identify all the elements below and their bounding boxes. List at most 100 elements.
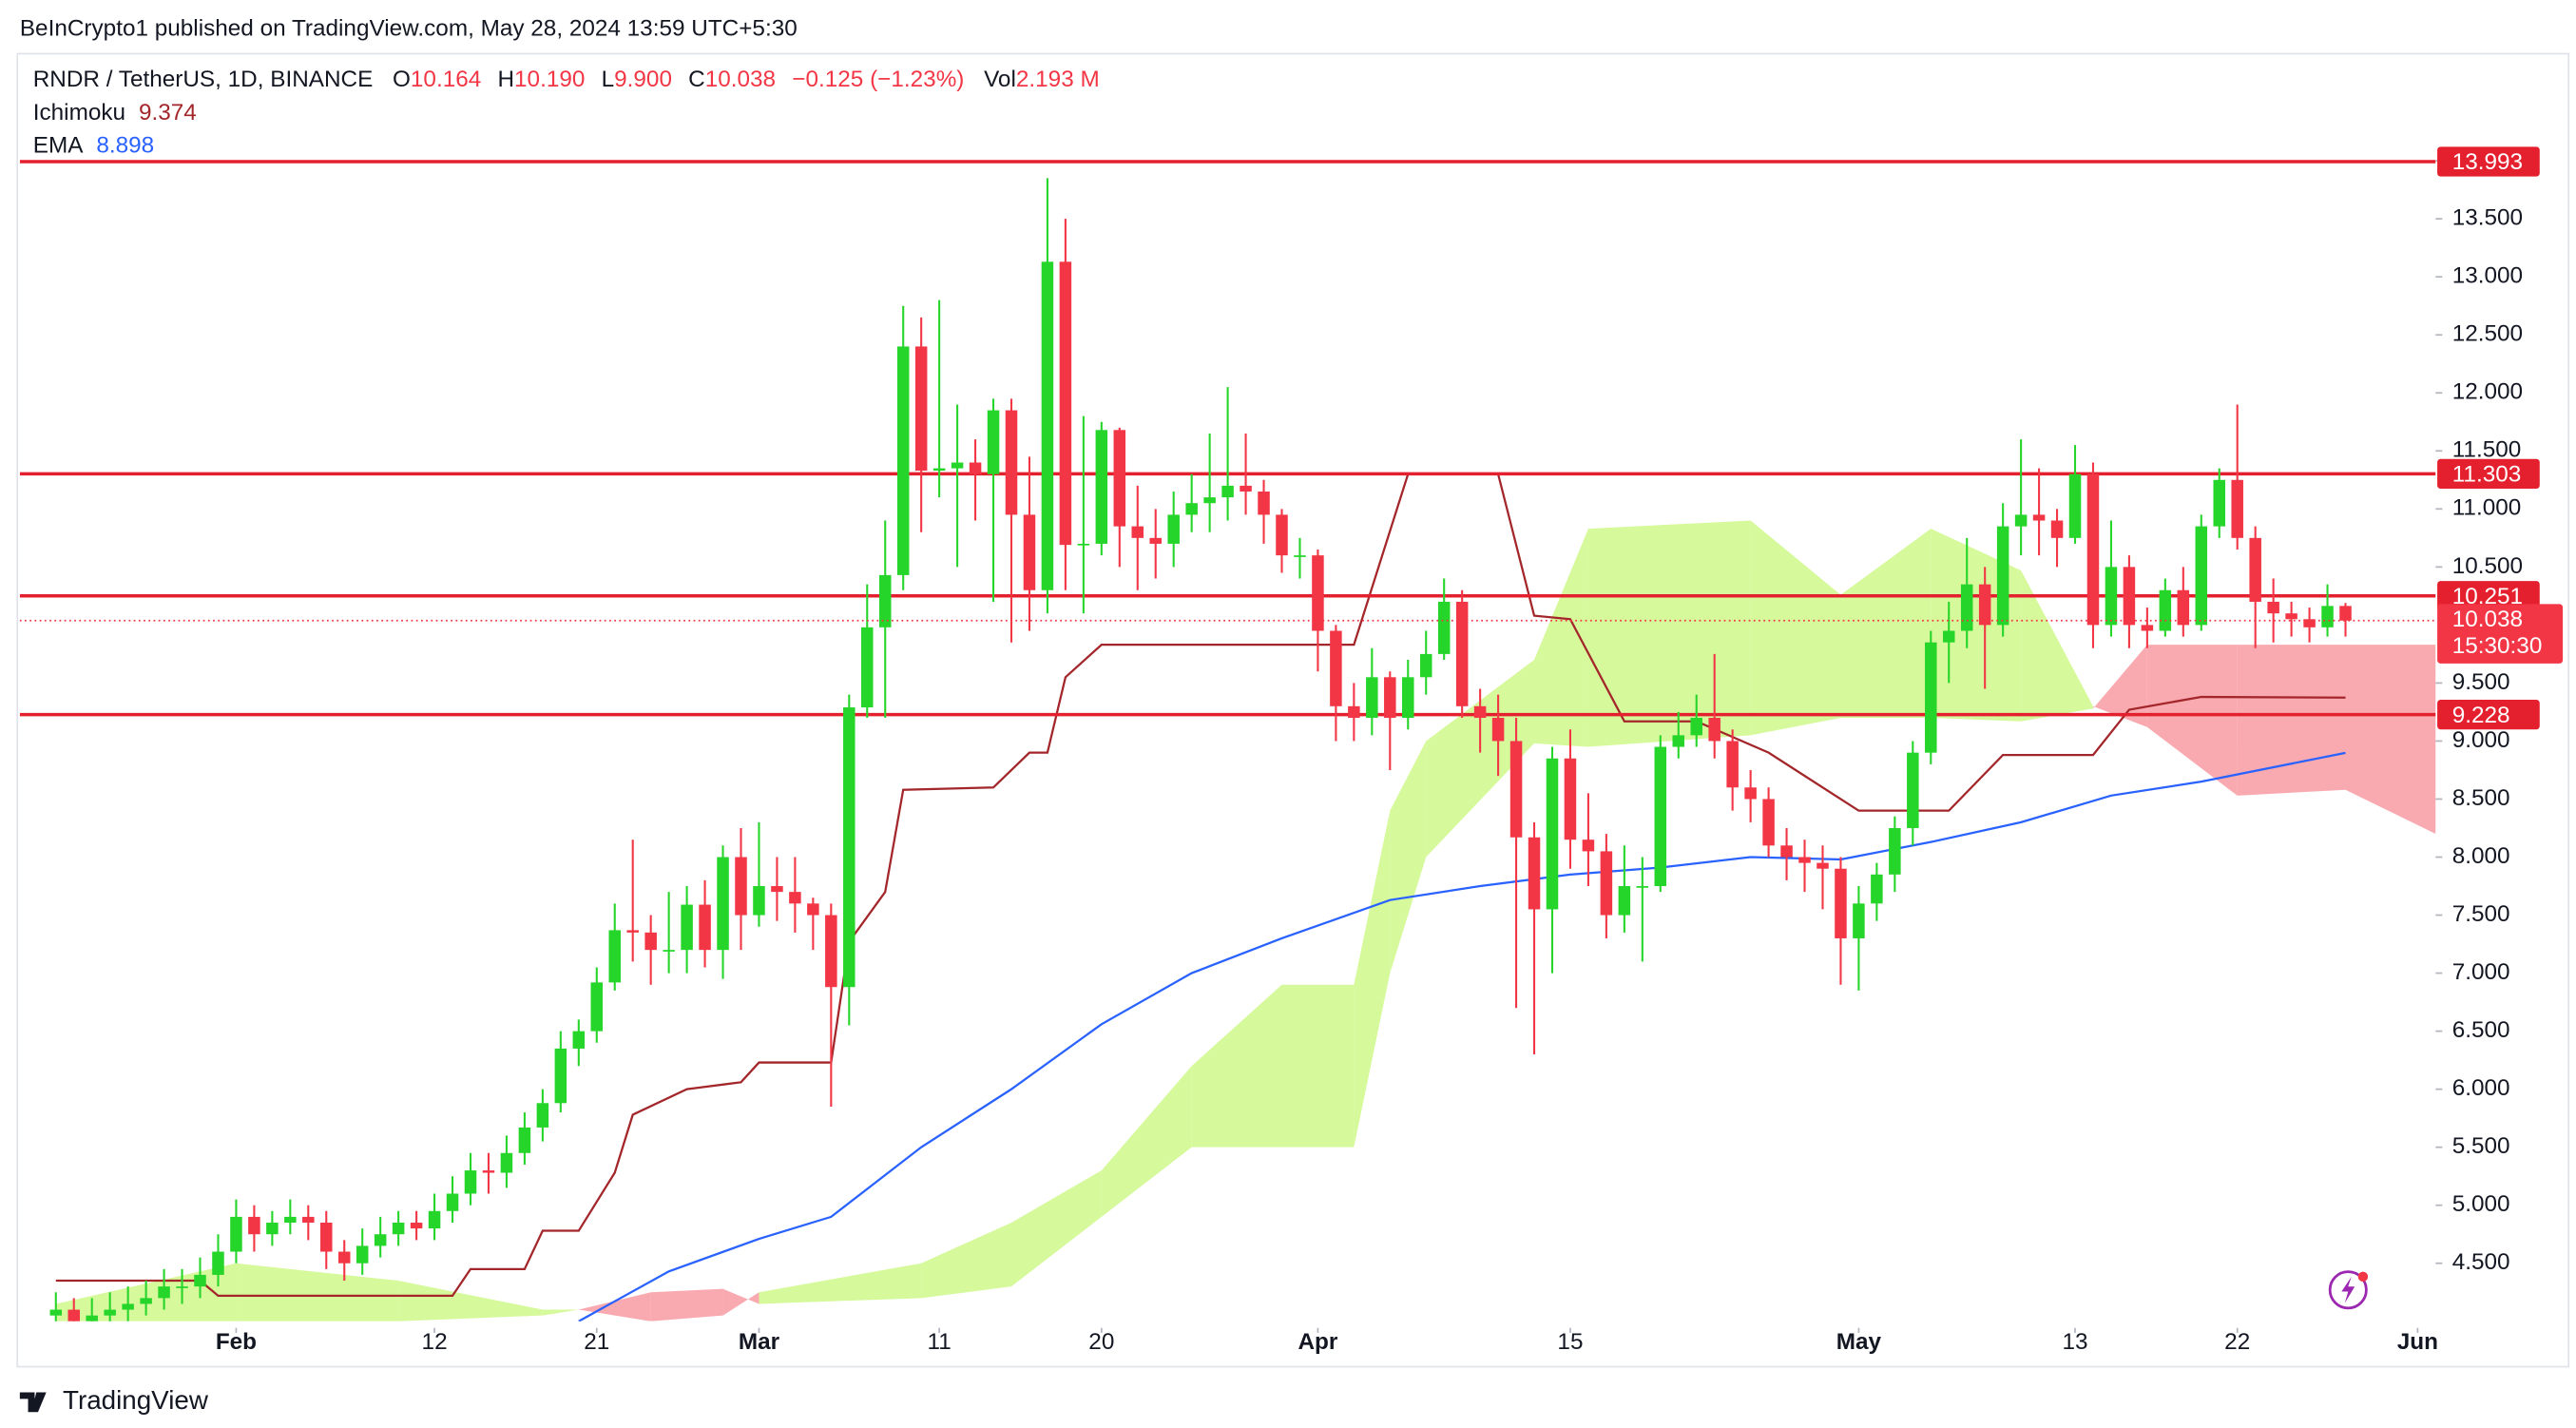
candle-body xyxy=(878,574,892,627)
alert-icon[interactable] xyxy=(2328,1270,2369,1310)
x-tick-label: 12 xyxy=(422,1329,448,1355)
candle-body xyxy=(771,886,783,893)
candle-body xyxy=(1185,503,1198,515)
candle-body xyxy=(1203,497,1216,504)
ichimoku-cloud xyxy=(921,1223,1011,1299)
x-tick-label: May xyxy=(1836,1329,1882,1355)
y-tick-label: 4.500 xyxy=(2452,1249,2510,1275)
ichimoku-cloud xyxy=(1010,1170,1102,1287)
ichimoku-cloud xyxy=(2237,645,2346,796)
candle-body xyxy=(1366,677,1378,719)
candle-body xyxy=(518,1127,531,1153)
ichimoku-cloud xyxy=(1840,529,1932,719)
ichimoku-cloud xyxy=(1587,520,1751,747)
candle-body xyxy=(2105,567,2118,626)
candle-body xyxy=(807,903,819,916)
candle-body xyxy=(1276,514,1288,556)
legend-value: 9.900 xyxy=(614,68,672,93)
candle-body xyxy=(951,462,964,469)
legend-value: 10.164 xyxy=(411,68,481,93)
candle-body xyxy=(1636,886,1649,888)
legend-value: 10.038 xyxy=(705,68,776,93)
indicator-name: Ichimoku xyxy=(33,100,125,125)
indicator-legend: EMA 8.898 xyxy=(33,133,154,159)
candle-body xyxy=(1059,261,1072,546)
y-tick-label: 6.500 xyxy=(2452,1017,2510,1043)
candle-body xyxy=(464,1170,477,1194)
ichimoku-cloud xyxy=(542,1309,579,1316)
candle-body xyxy=(1509,741,1523,838)
candle-body xyxy=(1240,485,1252,492)
candle-body xyxy=(1564,758,1577,840)
legend-label: O xyxy=(393,68,411,93)
candle-body xyxy=(1925,642,1937,753)
ichimoku-line xyxy=(55,473,2346,1298)
candle-body xyxy=(266,1223,279,1235)
candle-body xyxy=(536,1103,549,1128)
candle-body xyxy=(1600,851,1613,916)
level-price-text: 13.993 xyxy=(2452,149,2523,175)
ichimoku-cloud xyxy=(650,1288,723,1322)
y-tick-label: 6.000 xyxy=(2452,1075,2510,1101)
candle-body xyxy=(1690,718,1702,736)
candle-body xyxy=(644,932,657,951)
x-tick-label: Mar xyxy=(739,1329,780,1355)
candle-body xyxy=(1330,630,1342,706)
last-price-label xyxy=(2437,604,2564,664)
y-tick-label: 12.000 xyxy=(2452,379,2523,405)
candle-body xyxy=(104,1309,116,1316)
indicator-legend: Ichimoku 9.374 xyxy=(33,100,197,125)
candle-body xyxy=(500,1152,513,1173)
ichimoku-cloud xyxy=(1426,659,1535,858)
candle-body xyxy=(969,462,982,474)
x-tick-label: 21 xyxy=(584,1329,609,1355)
ichimoku-cloud xyxy=(236,1263,399,1322)
candle-body xyxy=(1131,526,1144,538)
y-tick-label: 13.500 xyxy=(2452,205,2523,231)
ichimoku-cloud xyxy=(2146,645,2238,796)
candle-body xyxy=(843,707,855,988)
candle-body xyxy=(248,1216,260,1235)
ichimoku-cloud xyxy=(2021,570,2093,722)
candle-body xyxy=(590,982,604,1032)
candle-body xyxy=(140,1298,152,1304)
candle-body xyxy=(1546,758,1559,910)
candle-body xyxy=(1708,718,1721,742)
ichimoku-cloud xyxy=(1281,984,1355,1148)
candle-body xyxy=(2050,520,2064,538)
candle-body xyxy=(789,892,801,904)
candle-body xyxy=(825,915,837,988)
candle-body xyxy=(1167,514,1180,544)
candle-body xyxy=(914,346,928,472)
ichimoku-cloud xyxy=(722,1288,759,1316)
candle-body xyxy=(2339,606,2352,621)
candle-body xyxy=(2014,514,2028,527)
ema-line xyxy=(578,751,2346,1322)
plot-area xyxy=(19,160,2436,1322)
legend-value: 10.190 xyxy=(514,68,585,93)
brand-name: TradingView xyxy=(63,1385,209,1415)
candle-body xyxy=(699,904,711,951)
candle-body xyxy=(230,1216,242,1252)
candle-body xyxy=(1853,903,1865,938)
level-price-label xyxy=(2437,146,2540,177)
y-tick-label: 11.000 xyxy=(2452,495,2522,521)
candle-body xyxy=(2285,613,2297,620)
candle-body xyxy=(49,1309,63,1316)
ichimoku-cloud xyxy=(1191,984,1282,1148)
legend-change: −0.125 (−1.23%) xyxy=(792,68,964,93)
x-tick-label: 13 xyxy=(2062,1329,2087,1355)
candle-body xyxy=(1726,741,1739,788)
y-tick-label: 7.000 xyxy=(2452,959,2510,985)
candle-body xyxy=(1437,601,1451,654)
candle-body xyxy=(1889,827,1901,875)
candle-body xyxy=(1835,868,1847,938)
x-tick-label: 22 xyxy=(2224,1329,2250,1355)
legend-value: 2.193 M xyxy=(1016,68,1100,93)
candle-body xyxy=(1473,705,1487,719)
candle-body xyxy=(2267,601,2279,614)
candle-body xyxy=(663,950,675,952)
axes: 4.500 5.000 5.500 6.000 6.500 7.000 7.500 8.000… xyxy=(216,146,2564,1355)
candle-body xyxy=(1455,601,1469,706)
legend-label: H xyxy=(497,68,514,93)
